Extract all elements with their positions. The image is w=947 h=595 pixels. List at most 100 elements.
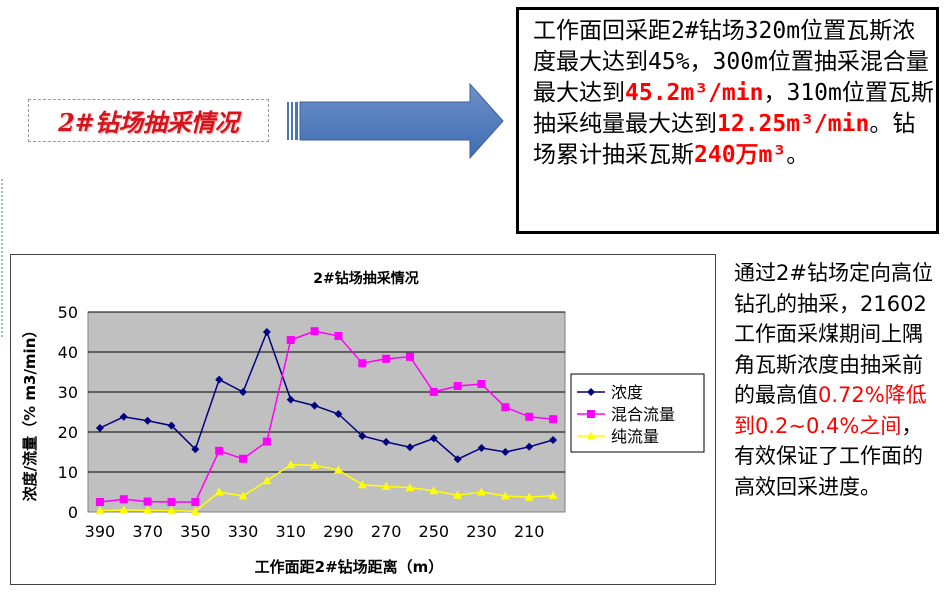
data-point bbox=[525, 412, 534, 421]
x-axis-label: 工作面距2#钻场距离（m） bbox=[255, 558, 444, 576]
y-tick-label: 0 bbox=[68, 503, 78, 522]
data-point bbox=[358, 432, 367, 440]
y-tick-label: 30 bbox=[58, 383, 78, 402]
x-tick-label: 350 bbox=[180, 522, 211, 541]
summary-pure-flow-max: 12.25m³/min bbox=[717, 111, 870, 137]
x-tick-label: 210 bbox=[514, 522, 545, 541]
x-tick-label: 370 bbox=[132, 522, 163, 541]
data-point bbox=[286, 336, 295, 344]
data-point bbox=[262, 476, 272, 485]
data-point bbox=[119, 495, 128, 504]
summary-mixed-flow-max: 45.2m³/min bbox=[625, 80, 764, 106]
legend-label: 浓度 bbox=[611, 383, 643, 402]
y-tick-label: 20 bbox=[58, 423, 78, 442]
x-tick-label: 230 bbox=[466, 522, 497, 541]
data-point bbox=[238, 491, 248, 500]
y-axis-label: 浓度/流量（% m3/min） bbox=[21, 323, 39, 502]
x-tick-label: 330 bbox=[228, 522, 259, 541]
legend-label: 纯流量 bbox=[611, 427, 659, 446]
data-point bbox=[501, 403, 510, 412]
data-point bbox=[500, 491, 510, 500]
legend-swatch-marker bbox=[586, 431, 596, 440]
series-line bbox=[99, 464, 554, 512]
data-point bbox=[405, 352, 414, 361]
data-point bbox=[119, 505, 129, 514]
series-line bbox=[99, 329, 554, 461]
y-axis-ticks: 0 10 20 30 40 50 bbox=[58, 303, 78, 522]
data-point bbox=[286, 395, 295, 404]
data-point bbox=[429, 434, 438, 443]
data-point bbox=[382, 438, 391, 446]
section-heading: 2#钻场抽采情况 bbox=[58, 108, 239, 137]
y-tick-label: 10 bbox=[58, 463, 78, 482]
summary-text-2: ，310m位置瓦斯抽采纯量最大达到 bbox=[533, 80, 934, 137]
data-point bbox=[453, 490, 463, 499]
legend-label: 混合流量 bbox=[611, 405, 675, 424]
legend-swatch-marker bbox=[587, 388, 595, 396]
data-point bbox=[143, 497, 152, 506]
data-point bbox=[167, 498, 176, 506]
side-text-1: 通过2#钻场定向高位钻孔的抽采，21602工作面采煤期间上隅角瓦斯浓度由抽采前的… bbox=[734, 261, 933, 407]
gridlines bbox=[88, 311, 565, 473]
data-point bbox=[405, 443, 414, 452]
data-point bbox=[214, 487, 224, 496]
data-point bbox=[215, 375, 224, 384]
data-point bbox=[453, 382, 462, 390]
data-point bbox=[262, 437, 271, 446]
data-point bbox=[310, 401, 319, 410]
data-point bbox=[334, 410, 343, 418]
data-point bbox=[310, 460, 320, 469]
data-point bbox=[191, 498, 200, 506]
x-tick-label: 390 bbox=[85, 522, 116, 541]
data-point bbox=[358, 359, 367, 368]
data-point bbox=[477, 380, 486, 388]
data-point bbox=[239, 388, 248, 396]
x-axis-ticks: 390 370 350 330 310 290 270 250 230 210 bbox=[85, 522, 545, 541]
data-point bbox=[525, 442, 534, 451]
x-tick-label: 290 bbox=[323, 522, 354, 541]
data-point bbox=[549, 415, 558, 424]
data-point bbox=[429, 486, 439, 495]
chart-frame: 2#钻场抽采情况 0 10 20 30 40 50 390 370 350 330 310 290 2… bbox=[10, 254, 716, 585]
data-point bbox=[477, 487, 487, 496]
summary-cumulative-total: 240万m³ bbox=[694, 142, 787, 168]
data-point bbox=[167, 421, 176, 430]
summary-text-3: 。钻场累计抽采瓦斯 bbox=[533, 111, 916, 168]
data-point bbox=[524, 492, 534, 501]
data-point bbox=[215, 446, 224, 455]
data-point bbox=[119, 412, 128, 421]
data-point bbox=[357, 480, 367, 489]
data-point bbox=[477, 444, 486, 452]
data-point bbox=[548, 491, 558, 500]
x-tick-label: 270 bbox=[371, 522, 402, 541]
x-tick-label: 310 bbox=[275, 522, 306, 541]
data-point bbox=[95, 424, 104, 432]
side-description: 通过2#钻场定向高位钻孔的抽采，21602工作面采煤期间上隅角瓦斯浓度由抽采前的… bbox=[734, 258, 939, 502]
right-arrow-icon bbox=[287, 82, 504, 160]
legend-swatch-marker bbox=[587, 410, 595, 418]
summary-box: 工作面回采距2#钻场320m位置瓦斯浓度最大达到45%，300m位置抽采混合量最… bbox=[516, 7, 939, 234]
data-point bbox=[453, 455, 462, 464]
data-point bbox=[501, 448, 510, 456]
data-point bbox=[95, 506, 105, 515]
data-point bbox=[310, 327, 319, 336]
data-point bbox=[95, 498, 104, 506]
side-highlight: 0.72%降低到0.2~0.4%之间 bbox=[734, 383, 927, 438]
data-point bbox=[429, 388, 438, 396]
data-point bbox=[239, 454, 248, 463]
data-point bbox=[143, 505, 153, 514]
decorative-dot-strip bbox=[0, 178, 5, 338]
x-tick-label: 250 bbox=[419, 522, 450, 541]
section-heading-box: 2#钻场抽采情况 bbox=[28, 99, 269, 142]
drainage-line-chart: 2#钻场抽采情况 0 10 20 30 40 50 390 370 350 330 310 290 2… bbox=[21, 270, 705, 576]
data-point bbox=[381, 481, 391, 490]
data-point bbox=[143, 416, 152, 425]
data-point bbox=[549, 436, 558, 444]
data-point bbox=[286, 460, 296, 469]
data-point bbox=[333, 465, 343, 474]
data-point bbox=[190, 506, 200, 515]
data-point bbox=[334, 332, 343, 340]
side-text-2: ，有效保证了工作面的高效回采进度。 bbox=[734, 413, 923, 499]
data-point bbox=[405, 483, 415, 492]
